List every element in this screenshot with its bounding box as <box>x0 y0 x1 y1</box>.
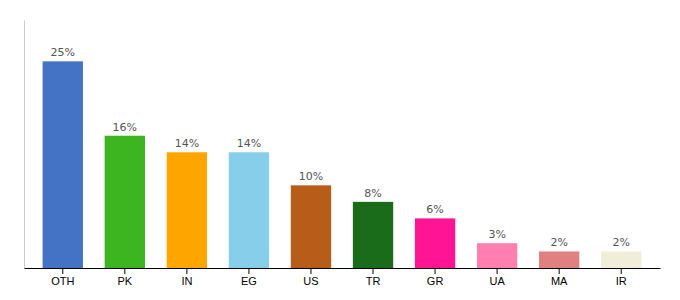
x-tick-label: OTH <box>51 275 74 287</box>
x-tick-mark <box>373 268 374 274</box>
data-label: 2% <box>612 236 629 249</box>
data-label: 3% <box>488 228 505 241</box>
x-tick: PK <box>117 268 132 287</box>
x-tick-label: TR <box>366 275 381 287</box>
data-label: 14% <box>237 137 261 150</box>
x-tick: UA <box>489 268 505 287</box>
bars <box>43 61 642 268</box>
bar <box>539 251 579 268</box>
data-label: 8% <box>364 187 381 200</box>
data-label: 6% <box>426 203 443 216</box>
bar <box>105 136 145 268</box>
x-tick-mark <box>186 268 187 274</box>
x-tick-mark <box>62 268 63 274</box>
bar <box>353 202 393 268</box>
x-axis-line <box>25 268 661 269</box>
data-label: 14% <box>175 137 199 150</box>
x-tick-label: UA <box>489 275 505 287</box>
x-tick: OTH <box>51 268 74 287</box>
x-tick-label: IR <box>616 275 627 287</box>
bar <box>43 61 83 268</box>
x-tick-label: US <box>303 275 318 287</box>
x-tick-label: MA <box>551 275 568 287</box>
data-label: 2% <box>550 236 567 249</box>
data-label: 10% <box>299 170 323 183</box>
x-tick-mark <box>124 268 125 274</box>
x-tick-mark <box>248 268 249 274</box>
bar <box>477 243 517 268</box>
y-axis-line <box>24 21 25 269</box>
bar <box>229 152 269 268</box>
x-tick: EG <box>241 268 257 287</box>
x-tick-mark <box>310 268 311 274</box>
bar <box>415 218 455 268</box>
x-tick: IN <box>181 268 192 287</box>
bar <box>291 185 331 268</box>
data-label: 25% <box>51 46 75 59</box>
x-tick-label: EG <box>241 275 257 287</box>
x-tick-mark <box>435 268 436 274</box>
x-tick-label: GR <box>427 275 444 287</box>
bar <box>167 152 207 268</box>
x-tick: US <box>303 268 318 287</box>
data-label: 16% <box>113 121 137 134</box>
x-tick-mark <box>621 268 622 274</box>
y-axis <box>24 21 25 269</box>
x-tick: TR <box>366 268 381 287</box>
bar <box>601 251 641 268</box>
plot: OTH PK IN EG US TR GR UA MA IR 25% 16% 14% 14% 10% 8% 6%… <box>25 21 661 287</box>
x-tick-label: IN <box>181 275 192 287</box>
data-labels: 25% 16% 14% 14% 10% 8% 6% 3% 2% 2% <box>51 46 630 249</box>
x-tick: GR <box>427 268 444 287</box>
x-tick-mark <box>497 268 498 274</box>
chart: OTH PK IN EG US TR GR UA MA IR 25% 16% 14% 14% 10% 8% 6%… <box>0 0 680 300</box>
x-tick: MA <box>551 268 568 287</box>
x-axis: OTH PK IN EG US TR GR UA MA IR <box>25 268 661 287</box>
x-tick-mark <box>559 268 560 274</box>
x-tick-label: PK <box>117 275 132 287</box>
x-tick: IR <box>616 268 627 287</box>
